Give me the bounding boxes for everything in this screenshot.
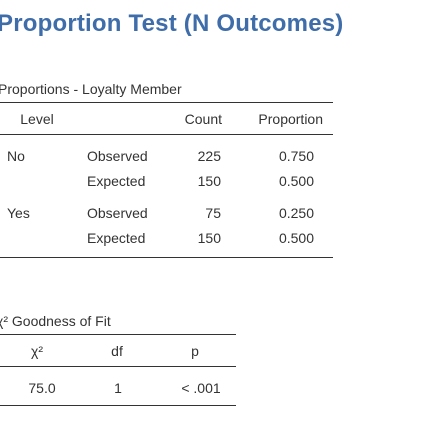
row-proportion: 0.750 [278, 148, 314, 164]
gof-table-header-rule [0, 366, 236, 367]
gof-table-top-rule [0, 334, 236, 335]
p-value: < .001 [181, 380, 221, 396]
proportions-table-bottom-rule [0, 257, 333, 258]
chi-square-value: 75.0 [28, 380, 56, 396]
page-title: Proportion Test (N Outcomes) [0, 10, 344, 37]
row-proportion: 0.500 [278, 230, 314, 246]
row-type: Observed [87, 205, 148, 221]
row-type: Observed [87, 148, 148, 164]
header-chi-square: χ² [30, 343, 44, 359]
proportions-table-top-rule [0, 102, 333, 103]
row-type: Expected [87, 230, 146, 246]
header-proportion: Proportion [258, 111, 323, 127]
row-level: No [7, 148, 25, 164]
df-value: 1 [114, 380, 122, 396]
row-proportion: 0.250 [278, 205, 314, 221]
row-type: Expected [87, 173, 146, 189]
row-proportion: 0.500 [278, 173, 314, 189]
header-level: Level [20, 111, 54, 127]
row-level: Yes [7, 205, 30, 221]
gof-table-title: χ² Goodness of Fit [0, 313, 111, 329]
row-count: 150 [197, 230, 221, 246]
gof-table-bottom-rule [0, 405, 236, 406]
header-df: df [111, 343, 123, 359]
row-count: 75 [205, 205, 221, 221]
row-count: 150 [197, 173, 221, 189]
row-count: 225 [197, 148, 221, 164]
header-p: p [191, 343, 199, 359]
header-count: Count [184, 111, 222, 127]
proportions-table-title: Proportions - Loyalty Member [0, 81, 182, 97]
proportions-table-header-rule [0, 134, 333, 135]
